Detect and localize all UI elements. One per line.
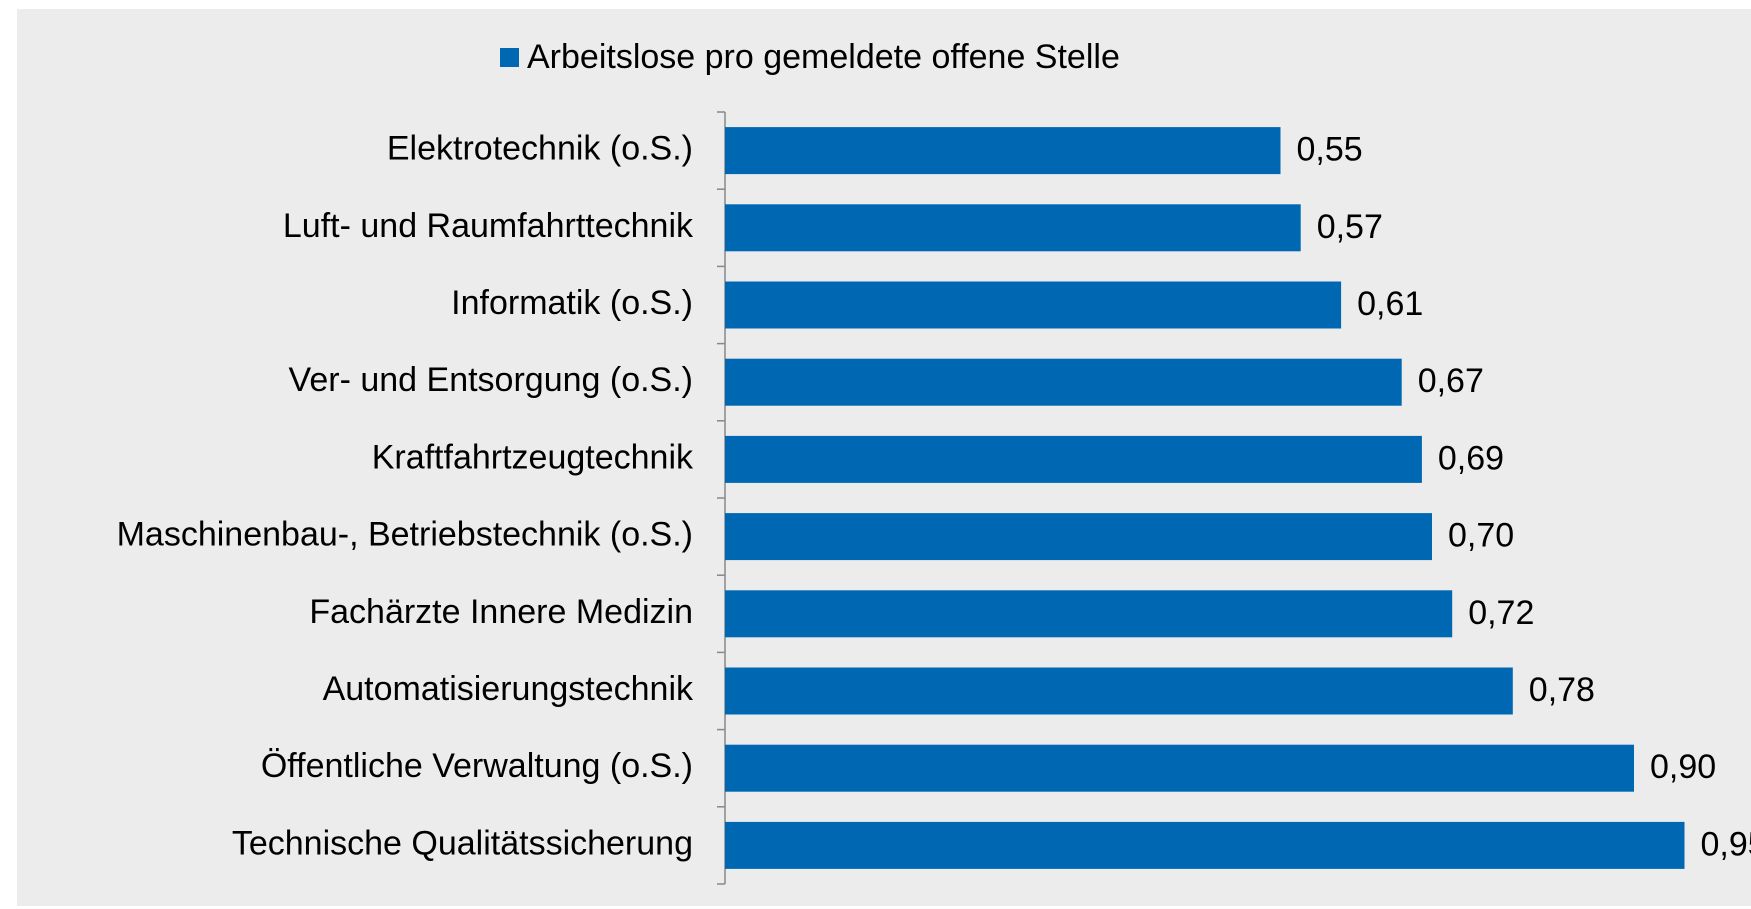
data-label: 0,70 [1448, 517, 1514, 555]
y-tick-label: Technische Qualitätssicherung [232, 824, 693, 862]
bar [725, 435, 1422, 483]
data-label: 0,78 [1529, 671, 1595, 709]
bar [725, 821, 1685, 869]
bar [725, 281, 1342, 329]
data-label: 0,67 [1418, 362, 1484, 400]
legend-label: Arbeitslose pro gemeldete offene Stelle [527, 38, 1120, 76]
bar [725, 358, 1402, 406]
data-label: 0,69 [1438, 439, 1504, 477]
bar [725, 127, 1281, 175]
legend-swatch [500, 48, 519, 67]
y-tick-label: Automatisierungstechnik [323, 670, 694, 708]
y-tick-label: Luft- und Raumfahrttechnik [283, 207, 694, 245]
data-label: 0,72 [1468, 594, 1534, 632]
bar [725, 590, 1453, 638]
data-label: 0,57 [1317, 208, 1383, 246]
y-tick-label: Ver- und Entsorgung (o.S.) [289, 361, 693, 399]
y-tick-label: Kraftfahrtzeugtechnik [372, 438, 694, 476]
bar [725, 513, 1432, 561]
bar [725, 667, 1513, 715]
y-tick-label: Fachärzte Innere Medizin [309, 593, 693, 631]
data-label: 0,55 [1297, 131, 1363, 169]
y-tick-label: Informatik (o.S.) [451, 284, 693, 322]
y-tick-label: Maschinenbau-, Betriebstechnik (o.S.) [117, 516, 693, 554]
data-label: 0,90 [1650, 748, 1716, 786]
data-label: 0,61 [1357, 285, 1423, 323]
bar [725, 744, 1634, 792]
bar [725, 204, 1301, 252]
y-tick-label: Elektrotechnik (o.S.) [387, 130, 693, 168]
y-tick-label: Öffentliche Verwaltung (o.S.) [261, 747, 693, 785]
data-label: 0,95 [1701, 825, 1751, 863]
